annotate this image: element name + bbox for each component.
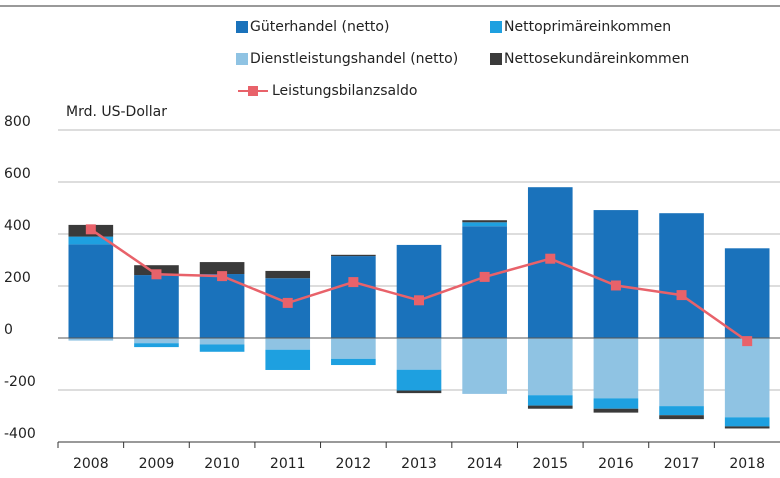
x-tick-label: 2017	[664, 456, 700, 472]
x-tick-label: 2009	[139, 456, 175, 472]
bar-segment	[659, 415, 704, 420]
bar-segment	[462, 220, 507, 223]
legend-label: Nettoprimäreinkommen	[504, 19, 671, 35]
bar-segment	[68, 338, 114, 341]
bar-segment	[265, 349, 311, 370]
x-tick-label: 2015	[532, 456, 568, 472]
bar-segment	[396, 338, 442, 370]
bar-segment	[659, 213, 704, 338]
line-marker	[742, 336, 753, 347]
y-tick-label: 800	[4, 114, 31, 130]
bar-segment	[724, 248, 770, 338]
line-marker	[545, 253, 556, 264]
legend-swatch	[490, 53, 502, 65]
bar-segment	[724, 426, 770, 429]
line-marker	[479, 271, 490, 282]
bar-segment	[331, 358, 376, 366]
bar-segment	[724, 338, 770, 418]
bar-segment	[396, 244, 442, 338]
legend-swatch	[236, 21, 248, 33]
legend-label: Dienstleistungshandel (netto)	[250, 51, 458, 67]
line-marker	[348, 277, 359, 288]
bar-segment	[199, 344, 245, 352]
line-marker	[414, 295, 424, 306]
legend-label: Nettosekundäreinkommen	[504, 51, 689, 67]
bar-segment	[199, 338, 245, 345]
bar-segment	[659, 406, 704, 416]
x-tick-label: 2016	[598, 456, 634, 472]
bar-segment	[462, 222, 507, 227]
line-marker	[151, 269, 162, 280]
line-marker	[676, 290, 687, 301]
bar-segment	[134, 338, 179, 344]
bar-segment	[68, 236, 114, 245]
bar-segment	[331, 256, 376, 338]
x-tick-label: 2012	[336, 456, 372, 472]
x-tick-label: 2008	[73, 456, 109, 472]
line-marker	[282, 297, 293, 308]
bar-segment	[593, 338, 639, 399]
bar-segment	[265, 270, 311, 279]
bar-segment	[462, 338, 507, 394]
bar-segment	[593, 398, 639, 409]
legend-swatch	[236, 53, 248, 65]
bar-segment	[265, 278, 311, 338]
line-marker	[610, 280, 621, 291]
bar-segment	[199, 274, 245, 338]
x-tick-label: 2014	[467, 456, 503, 472]
legend-marker	[248, 86, 258, 96]
bar-segment	[659, 338, 704, 407]
bar-segment	[396, 369, 442, 391]
x-tick-label: 2013	[401, 456, 437, 472]
legend-label: Leistungsbilanzsaldo	[272, 83, 417, 99]
y-tick-label: 200	[4, 270, 31, 286]
bar-segment	[527, 405, 573, 409]
y-tick-label: -400	[4, 426, 36, 442]
x-tick-label: 2018	[729, 456, 765, 472]
legend-swatch	[490, 21, 502, 33]
bar-segment	[265, 338, 311, 350]
y-tick-label: 600	[4, 166, 31, 182]
x-tick-label: 2010	[204, 456, 240, 472]
line-marker	[85, 224, 96, 235]
bar-segment	[527, 338, 573, 396]
bar-segment	[593, 408, 639, 413]
legend-label: Güterhandel (netto)	[250, 19, 389, 35]
bar-segment	[134, 343, 179, 348]
bar-segment	[527, 395, 573, 406]
bar-segment	[331, 338, 376, 359]
y-tick-label: 0	[4, 322, 13, 338]
bar-segment	[199, 262, 245, 275]
y-axis-label: Mrd. US-Dollar	[66, 104, 167, 120]
x-tick-label: 2011	[270, 456, 306, 472]
y-tick-label: -200	[4, 374, 36, 390]
bar-segment	[68, 244, 114, 338]
bar-segment	[134, 275, 179, 338]
line-marker	[217, 271, 228, 282]
bar-segment	[593, 210, 639, 338]
bar-segment	[396, 390, 442, 394]
y-tick-label: 400	[4, 218, 31, 234]
bar-segment	[724, 417, 770, 427]
bar-segment	[331, 254, 376, 257]
